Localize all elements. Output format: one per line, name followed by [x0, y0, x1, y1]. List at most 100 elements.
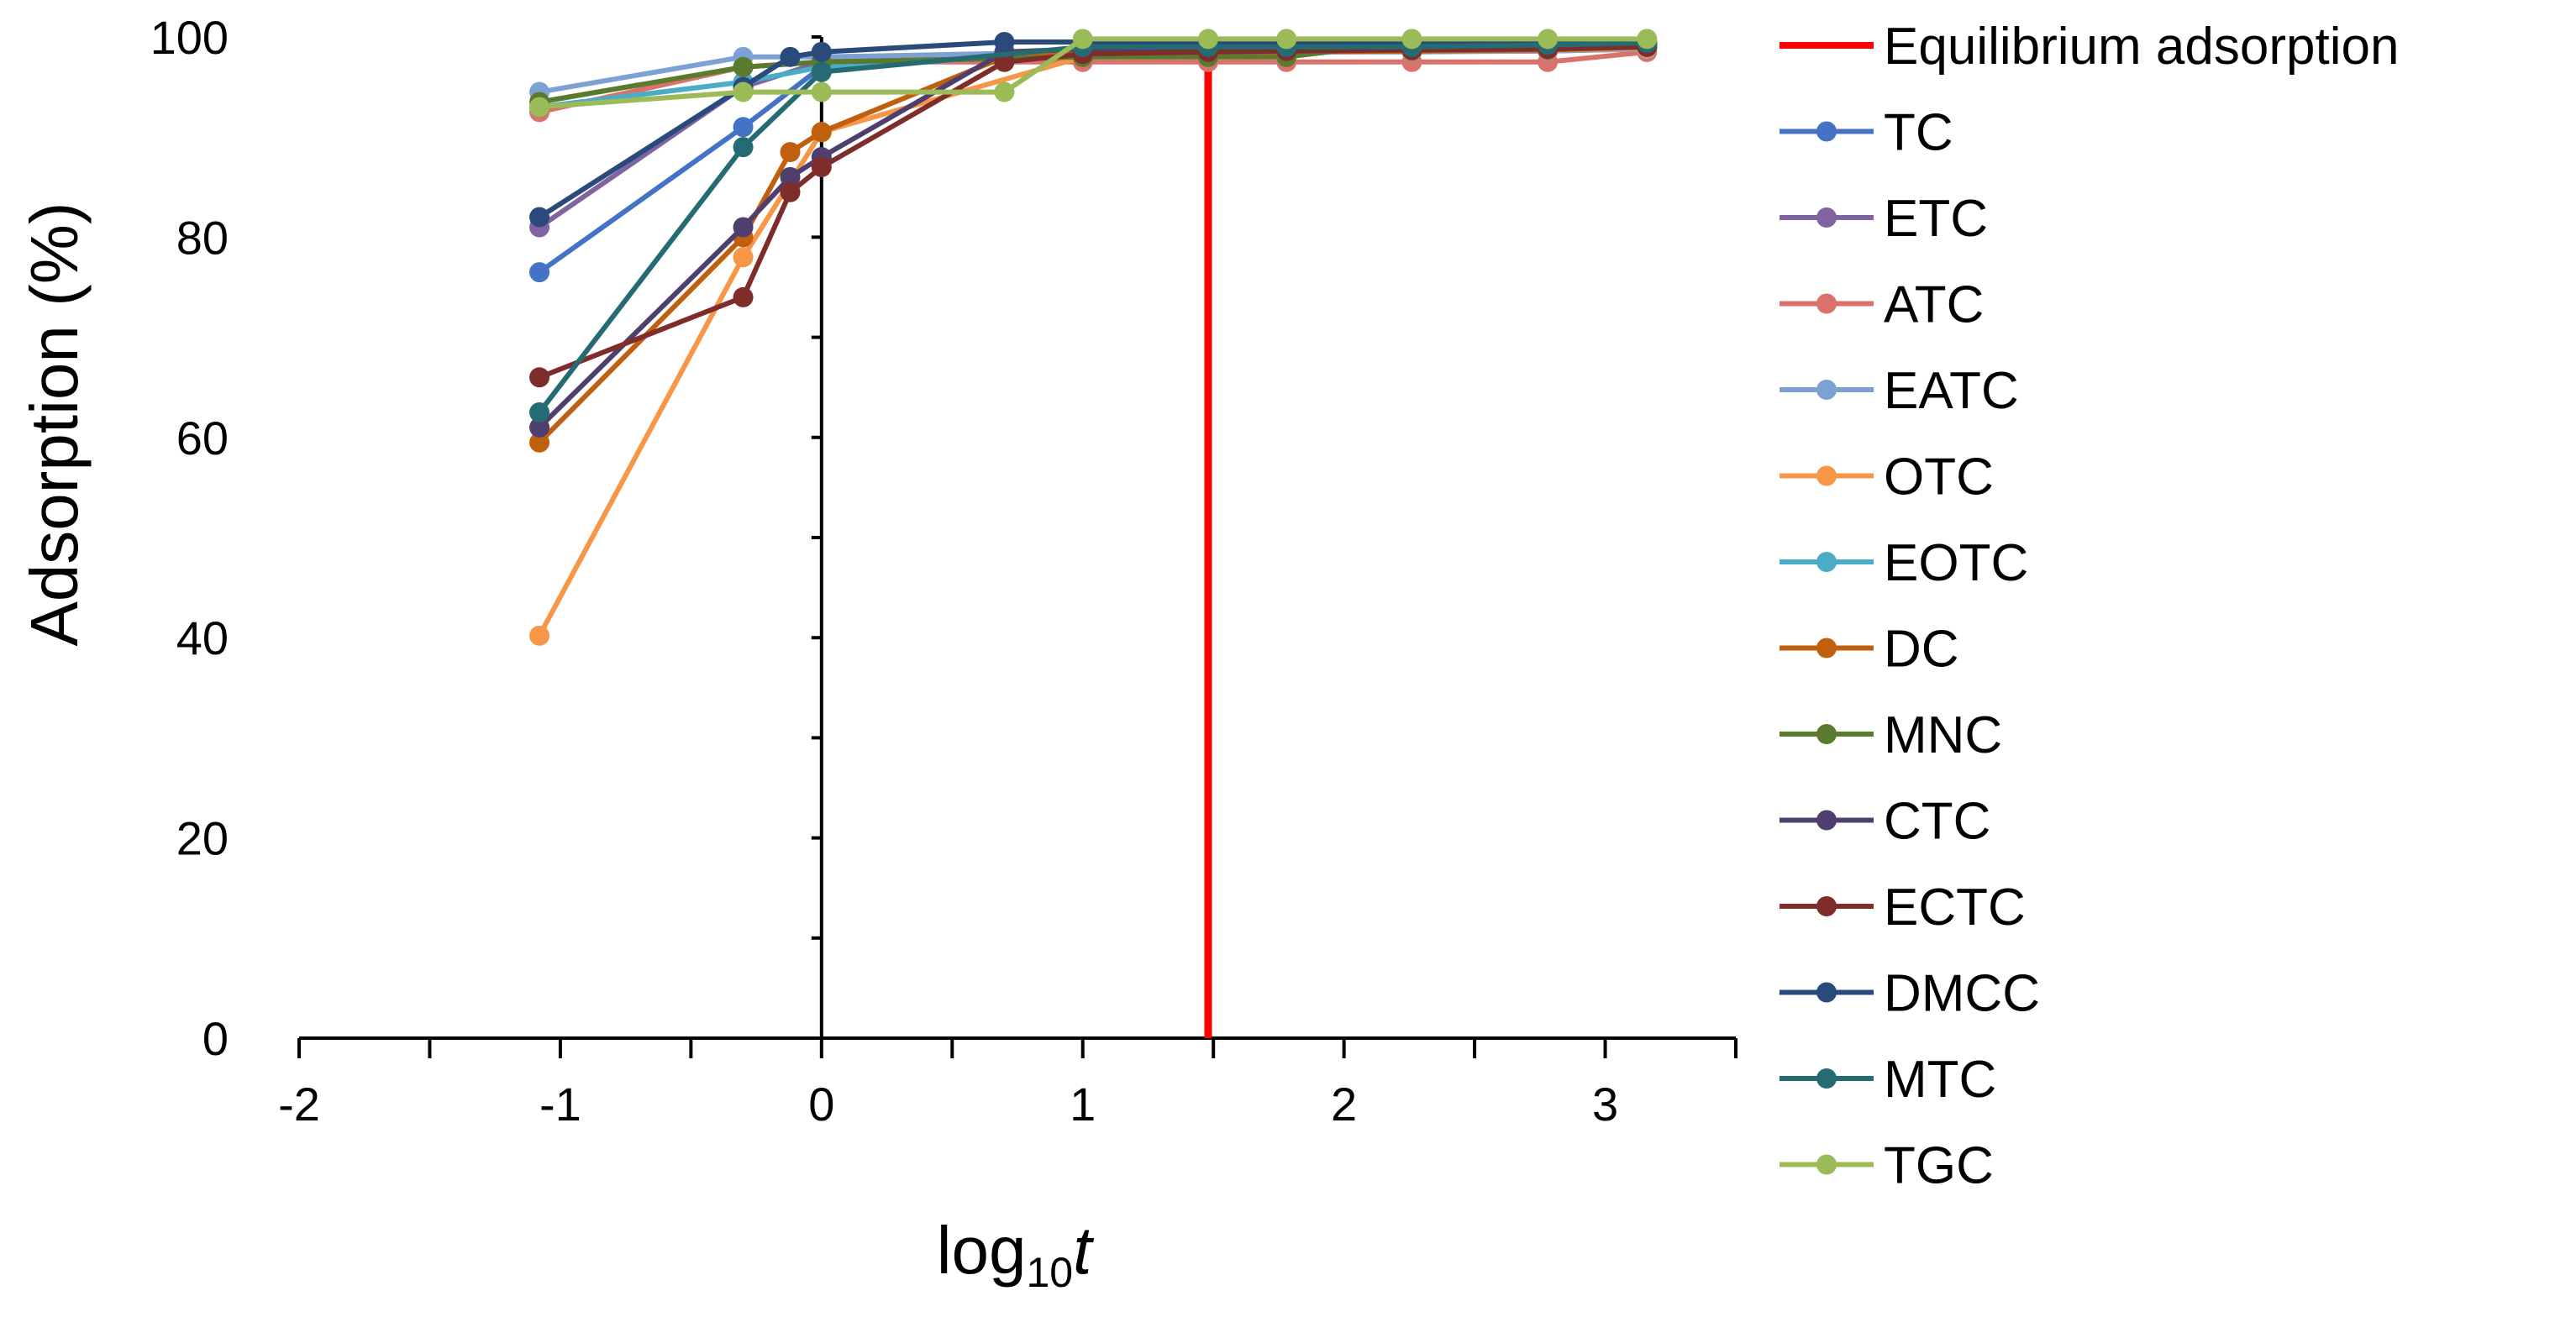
legend-item-eotc: EOTC: [1780, 534, 2028, 592]
legend-marker: [1816, 121, 1837, 142]
data-point-tgc: [994, 81, 1015, 102]
data-point-ectc: [733, 286, 754, 307]
legend-item-equilibrium-adsorption: Equilibrium adsorption: [1780, 18, 2399, 76]
series-group: [529, 29, 1658, 646]
legend-label: EOTC: [1884, 534, 2028, 592]
data-point-ctc: [529, 417, 550, 438]
data-point-dmcc: [994, 31, 1015, 52]
x-tick-label: -2: [278, 1078, 320, 1131]
legend-label: MNC: [1884, 706, 2002, 764]
data-point-mnc: [733, 56, 754, 77]
x-tick-label: 3: [1592, 1078, 1618, 1131]
data-point-tgc: [811, 81, 832, 102]
legend-label: CTC: [1884, 793, 1990, 851]
legend-marker: [1816, 896, 1837, 916]
y-tick-label: 0: [202, 1012, 229, 1065]
legend-label: ETC: [1884, 190, 1988, 248]
legend-marker: [1816, 1068, 1837, 1089]
y-axis-title: Adsorption (%): [17, 202, 92, 646]
data-point-dmcc: [529, 207, 550, 228]
series-tgc: [529, 29, 1658, 118]
legend-label: Equilibrium adsorption: [1884, 18, 2399, 76]
series-line-ctc: [537, 42, 1648, 430]
data-point-dc: [529, 432, 550, 453]
data-point-tgc: [1401, 29, 1422, 50]
legend-label: DC: [1884, 621, 1959, 679]
y-tick-label: 100: [150, 11, 229, 64]
legend-item-eatc: EATC: [1780, 362, 2019, 420]
y-tick-label: 40: [176, 611, 229, 664]
data-point-mtc: [529, 402, 550, 422]
data-point-otc: [733, 247, 754, 268]
series-line-mtc: [537, 40, 1648, 414]
series-otc: [529, 38, 1658, 646]
legend-item-mnc: MNC: [1780, 706, 2002, 764]
series-line-dc: [537, 44, 1648, 444]
legend-label: OTC: [1884, 449, 1994, 506]
data-point-tgc: [1197, 29, 1218, 50]
legend-item-tgc: TGC: [1780, 1137, 1994, 1195]
data-point-tgc: [1276, 29, 1297, 50]
legend: Equilibrium adsorption TC ETC ATC EATC OTC EOT…: [1780, 18, 2399, 1195]
data-point-ectc: [780, 181, 801, 202]
y-tick-label: 60: [176, 412, 229, 464]
x-tick-label: 2: [1331, 1078, 1357, 1131]
legend-label: TGC: [1884, 1137, 1994, 1195]
legend-item-otc: OTC: [1780, 449, 1994, 506]
legend-label: TC: [1884, 104, 1953, 162]
tick-labels: -2 -1 0 1 2 3 0 20 40 60 80 100: [150, 11, 1619, 1131]
legend-marker: [1816, 1154, 1837, 1175]
legend-marker: [1816, 810, 1837, 831]
legend-label: DMCC: [1884, 965, 2040, 1023]
data-point-tgc: [1637, 29, 1658, 50]
series-line-tgc: [539, 36, 1648, 110]
legend-item-atc: ATC: [1780, 276, 1984, 334]
data-point-mtc: [733, 137, 754, 158]
legend-label: MTC: [1884, 1051, 1996, 1109]
x-axis-title: log10t: [937, 1213, 1094, 1296]
series-dc: [529, 36, 1658, 453]
data-point-ctc: [780, 166, 801, 187]
legend-marker: [1816, 982, 1837, 1003]
data-point-mtc: [811, 61, 832, 82]
y-tick-label: 80: [176, 211, 229, 264]
legend-marker: [1816, 552, 1837, 572]
legend-marker: [1816, 638, 1837, 658]
data-point-tgc: [733, 81, 754, 102]
x-axis-title-base: log: [937, 1213, 1027, 1288]
data-point-tgc: [529, 97, 550, 118]
x-tick-label: 1: [1070, 1078, 1096, 1131]
legend-marker: [1816, 207, 1837, 228]
legend-item-dmcc: DMCC: [1780, 965, 2040, 1023]
data-point-dc: [811, 122, 832, 143]
data-point-ctc: [733, 217, 754, 238]
axes: [297, 35, 1737, 1058]
data-point-tc: [733, 117, 754, 138]
legend-item-ectc: ECTC: [1780, 879, 2026, 937]
legend-item-mtc: MTC: [1780, 1051, 1996, 1109]
data-point-ectc: [811, 156, 832, 177]
data-point-dmcc: [780, 46, 801, 67]
series-line-otc: [537, 45, 1648, 638]
legend-marker: [1816, 465, 1837, 486]
series-mtc: [529, 33, 1658, 422]
x-axis-title-variable: t: [1073, 1213, 1094, 1288]
legend-item-dc: DC: [1780, 621, 1959, 679]
series-line-dmcc: [538, 39, 1648, 220]
legend-marker: [1816, 293, 1837, 314]
legend-label: EATC: [1884, 362, 2019, 420]
legend-marker: [1816, 380, 1837, 400]
legend-marker: [1816, 724, 1837, 744]
data-point-tgc: [1538, 29, 1559, 50]
y-tick-label: 20: [176, 812, 229, 865]
x-tick-label: -1: [539, 1078, 581, 1131]
data-point-ectc: [529, 367, 550, 388]
data-point-dc: [780, 142, 801, 163]
legend-item-ctc: CTC: [1780, 793, 1990, 851]
x-axis-title-subscript: 10: [1026, 1249, 1073, 1296]
data-point-tc: [529, 262, 550, 283]
legend-label: ECTC: [1884, 879, 2026, 937]
legend-label: ATC: [1884, 276, 1984, 334]
data-point-otc: [529, 625, 550, 646]
